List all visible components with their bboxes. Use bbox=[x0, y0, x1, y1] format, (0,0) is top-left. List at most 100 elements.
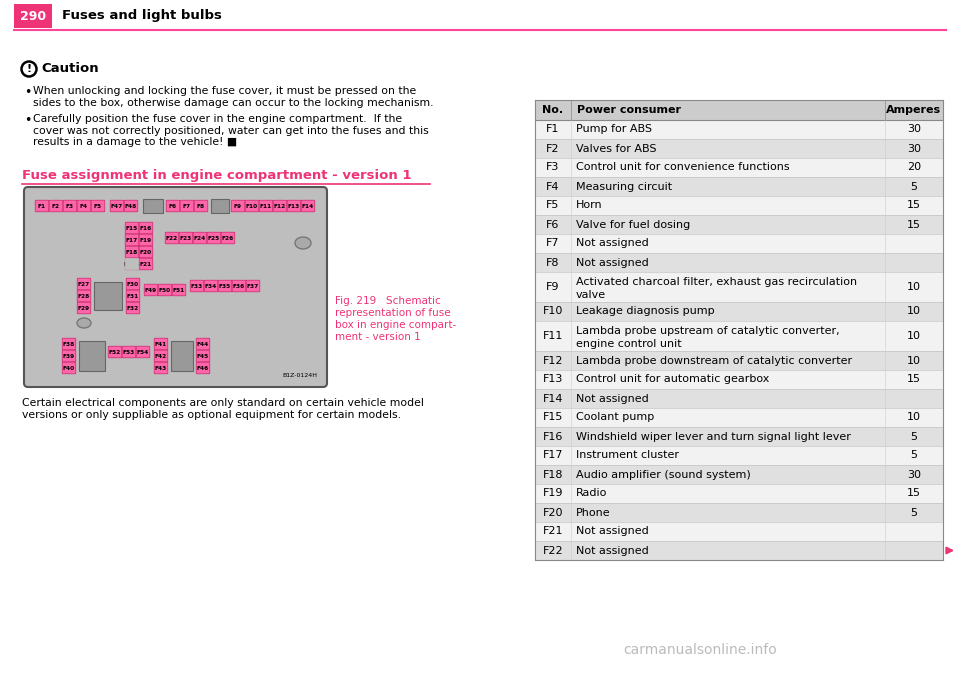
FancyBboxPatch shape bbox=[126, 278, 140, 290]
Bar bbox=[535, 139, 943, 158]
Bar bbox=[535, 408, 943, 427]
Text: F4: F4 bbox=[546, 182, 560, 192]
Text: F18: F18 bbox=[126, 250, 138, 254]
Text: Windshield wiper lever and turn signal light lever: Windshield wiper lever and turn signal l… bbox=[576, 431, 851, 441]
Bar bbox=[535, 196, 943, 215]
Text: F10: F10 bbox=[542, 306, 564, 316]
Text: F34: F34 bbox=[204, 283, 217, 289]
Text: Lambda probe downstream of catalytic converter: Lambda probe downstream of catalytic con… bbox=[576, 355, 852, 365]
Bar bbox=[535, 215, 943, 234]
FancyBboxPatch shape bbox=[180, 200, 194, 212]
Text: Leakage diagnosis pump: Leakage diagnosis pump bbox=[576, 306, 714, 316]
Text: !: ! bbox=[27, 64, 32, 74]
FancyBboxPatch shape bbox=[122, 346, 135, 358]
FancyBboxPatch shape bbox=[196, 339, 210, 350]
Bar bbox=[535, 351, 943, 370]
FancyBboxPatch shape bbox=[125, 258, 139, 270]
Bar bbox=[535, 370, 943, 389]
Ellipse shape bbox=[77, 318, 91, 328]
Text: F52: F52 bbox=[108, 349, 121, 355]
Text: Not assigned: Not assigned bbox=[576, 238, 649, 248]
Text: F24: F24 bbox=[194, 236, 206, 240]
Text: Caution: Caution bbox=[41, 63, 99, 75]
Text: F17: F17 bbox=[126, 238, 138, 242]
Bar bbox=[535, 541, 943, 560]
Text: Control unit for convenience functions: Control unit for convenience functions bbox=[576, 162, 790, 172]
Text: Phone: Phone bbox=[576, 507, 611, 518]
FancyBboxPatch shape bbox=[144, 284, 157, 296]
FancyBboxPatch shape bbox=[196, 350, 210, 362]
Text: F49: F49 bbox=[145, 287, 157, 293]
Text: F21: F21 bbox=[542, 526, 564, 536]
Text: F5: F5 bbox=[546, 201, 560, 211]
Text: F8: F8 bbox=[546, 258, 560, 267]
Text: Radio: Radio bbox=[576, 489, 608, 499]
Text: F44: F44 bbox=[197, 341, 209, 347]
Text: F10: F10 bbox=[246, 203, 258, 209]
FancyBboxPatch shape bbox=[196, 362, 210, 374]
Text: •: • bbox=[24, 114, 32, 127]
Text: engine control unit: engine control unit bbox=[576, 339, 682, 349]
FancyBboxPatch shape bbox=[49, 200, 62, 212]
Text: No.: No. bbox=[542, 105, 564, 115]
Text: F45: F45 bbox=[197, 353, 209, 359]
FancyBboxPatch shape bbox=[207, 232, 221, 244]
Bar bbox=[535, 158, 943, 177]
Bar bbox=[94, 282, 122, 310]
Text: F32: F32 bbox=[127, 306, 139, 310]
Text: F40: F40 bbox=[63, 365, 75, 371]
Text: Lambda probe upstream of catalytic converter,: Lambda probe upstream of catalytic conve… bbox=[576, 326, 840, 336]
FancyBboxPatch shape bbox=[139, 234, 153, 246]
Bar bbox=[535, 389, 943, 408]
Text: F43: F43 bbox=[155, 365, 167, 371]
Text: F4: F4 bbox=[80, 203, 88, 209]
Text: Carefully position the fuse cover in the engine compartment.  If the: Carefully position the fuse cover in the… bbox=[33, 114, 402, 124]
Text: F19: F19 bbox=[542, 489, 564, 499]
Bar bbox=[535, 302, 943, 321]
Text: F3: F3 bbox=[546, 162, 560, 172]
Text: F30: F30 bbox=[127, 281, 139, 287]
FancyBboxPatch shape bbox=[136, 346, 150, 358]
Text: F15: F15 bbox=[126, 225, 138, 230]
Text: F7: F7 bbox=[546, 238, 560, 248]
Text: F3: F3 bbox=[66, 203, 74, 209]
Bar bbox=[535, 465, 943, 484]
Text: F13: F13 bbox=[288, 203, 300, 209]
FancyBboxPatch shape bbox=[180, 232, 193, 244]
FancyBboxPatch shape bbox=[63, 200, 77, 212]
Text: 10: 10 bbox=[907, 331, 921, 341]
FancyBboxPatch shape bbox=[246, 280, 260, 292]
FancyBboxPatch shape bbox=[259, 200, 273, 212]
Text: Horn: Horn bbox=[576, 201, 603, 211]
FancyBboxPatch shape bbox=[24, 187, 327, 387]
FancyBboxPatch shape bbox=[77, 200, 91, 212]
Text: F29: F29 bbox=[78, 306, 90, 310]
Text: F19: F19 bbox=[140, 238, 152, 242]
Bar bbox=[535, 100, 943, 120]
FancyBboxPatch shape bbox=[245, 200, 259, 212]
FancyBboxPatch shape bbox=[126, 302, 140, 314]
Text: Valve for fuel dosing: Valve for fuel dosing bbox=[576, 219, 690, 229]
Text: Fuse assignment in engine compartment - version 1: Fuse assignment in engine compartment - … bbox=[22, 169, 412, 182]
FancyBboxPatch shape bbox=[193, 232, 206, 244]
FancyBboxPatch shape bbox=[110, 200, 124, 212]
Text: Not assigned: Not assigned bbox=[576, 258, 649, 267]
Text: F28: F28 bbox=[78, 293, 90, 299]
Text: F36: F36 bbox=[233, 283, 245, 289]
Text: Activated charcoal filter, exhaust gas recirculation: Activated charcoal filter, exhaust gas r… bbox=[576, 277, 857, 287]
Bar bbox=[535, 484, 943, 503]
FancyBboxPatch shape bbox=[158, 284, 172, 296]
FancyBboxPatch shape bbox=[36, 200, 49, 212]
FancyBboxPatch shape bbox=[155, 339, 168, 350]
Bar bbox=[211, 199, 229, 213]
Bar bbox=[535, 446, 943, 465]
FancyBboxPatch shape bbox=[166, 200, 180, 212]
Bar bbox=[14, 4, 52, 28]
Text: F16: F16 bbox=[542, 431, 564, 441]
Text: F33: F33 bbox=[191, 283, 204, 289]
Text: F41: F41 bbox=[155, 341, 167, 347]
Bar bbox=[143, 199, 163, 213]
Text: Amperes: Amperes bbox=[886, 105, 942, 115]
Bar bbox=[535, 427, 943, 446]
Bar bbox=[79, 341, 105, 371]
